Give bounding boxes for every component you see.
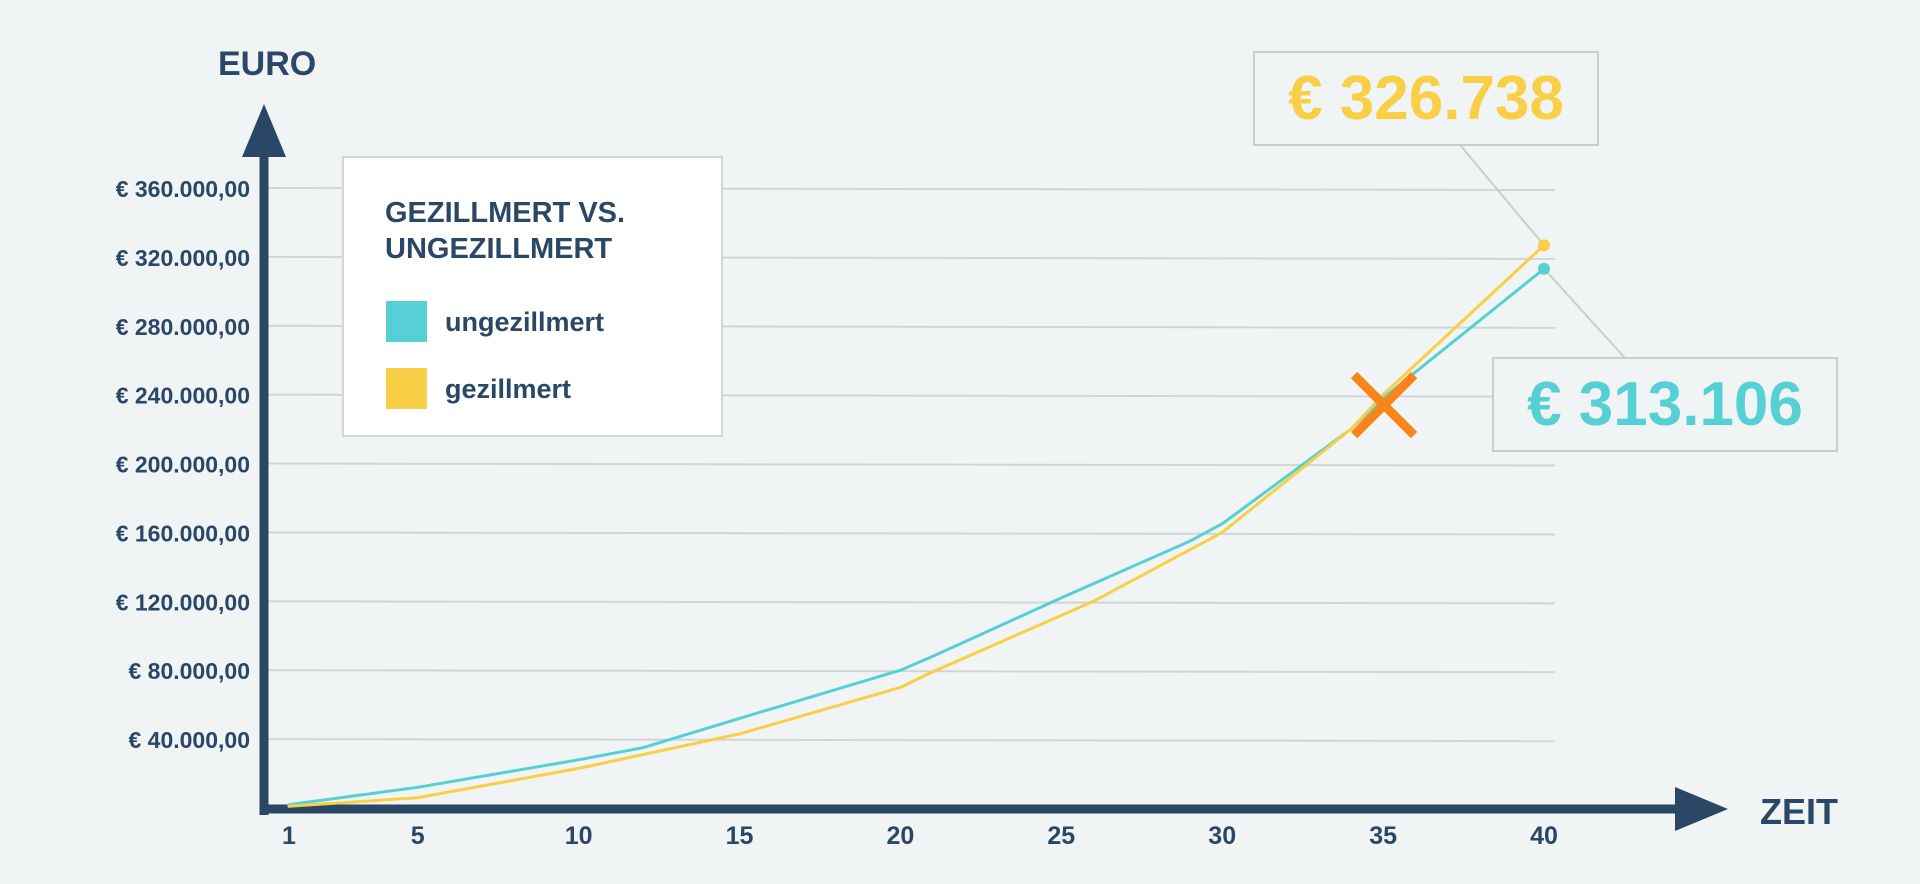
- y-tick-label: € 320.000,00: [116, 245, 250, 271]
- legend-swatch: [386, 368, 427, 409]
- x-tick-label: 15: [726, 822, 754, 850]
- legend-entry-label: ungezillmert: [445, 307, 604, 337]
- y-tick-label: € 360.000,00: [116, 176, 250, 202]
- gridline-3: [267, 600, 1556, 605]
- y-tick-label: € 80.000,00: [128, 658, 250, 684]
- y-tick-label: € 200.000,00: [116, 452, 250, 478]
- annotation-leader-line: [1543, 268, 1626, 359]
- annotation-label: € 313.106: [1527, 370, 1803, 439]
- y-tick-label: € 280.000,00: [116, 314, 250, 340]
- y-tick-label: € 40.000,00: [128, 727, 250, 753]
- x-tick-label: 35: [1369, 822, 1397, 850]
- series-line-gezillmert: [287, 243, 1546, 808]
- y-tick-label: € 240.000,00: [116, 383, 250, 409]
- y-axis-label: EURO: [218, 45, 316, 83]
- x-tick-label: 5: [411, 822, 425, 850]
- x-tick-label: 30: [1208, 822, 1236, 850]
- legend-title-line1: GEZILLMERT VS.: [385, 197, 625, 229]
- annotation-leader-line: [1459, 144, 1545, 246]
- x-axis-label: ZEIT: [1760, 791, 1838, 832]
- gridline-5: [267, 462, 1556, 467]
- y-axis-arrow-icon: [242, 104, 286, 157]
- x-tick-label: 1: [282, 822, 296, 850]
- crossover-cross-icon: [1350, 371, 1418, 439]
- legend-swatch: [386, 301, 427, 342]
- x-tick-label: 20: [887, 822, 915, 850]
- x-tick-label: 10: [565, 822, 593, 850]
- annotation-box: [1492, 357, 1838, 452]
- gridline-4: [267, 531, 1556, 536]
- x-tick-label: 40: [1530, 822, 1558, 850]
- x-axis-arrow-icon: [1675, 787, 1728, 831]
- annotation-label: € 326.738: [1288, 64, 1564, 133]
- x-tick-label: 25: [1047, 822, 1075, 850]
- legend-entry-label: gezillmert: [445, 374, 571, 404]
- y-tick-label: € 120.000,00: [116, 589, 250, 615]
- endpoint-dot: [1538, 262, 1550, 275]
- gridline-2: [267, 669, 1556, 674]
- annotation-box: [1253, 51, 1599, 146]
- legend-title-line2: UNGEZILLMERT: [385, 233, 612, 265]
- endpoint-dot: [1538, 239, 1550, 252]
- gridline-1: [267, 738, 1556, 743]
- y-tick-label: € 160.000,00: [116, 520, 250, 546]
